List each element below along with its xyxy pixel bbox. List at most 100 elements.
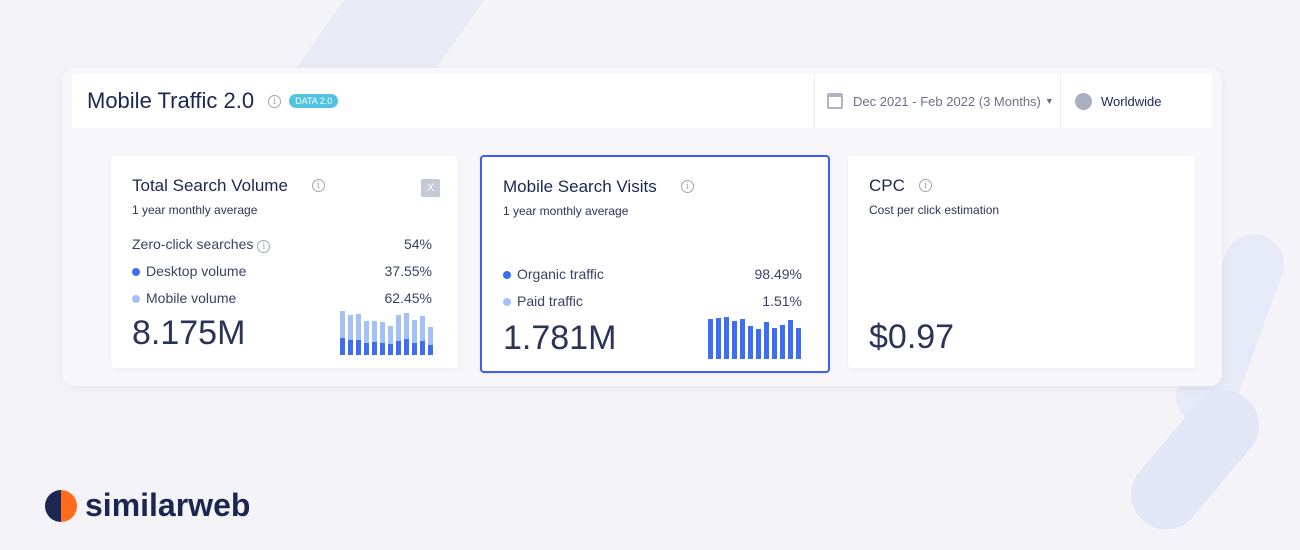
volume-bar: [356, 313, 361, 355]
card-total-search-volume[interactable]: Total Search Volume i X 1 year monthly a…: [111, 156, 458, 368]
card-subtitle: 1 year monthly average: [132, 203, 258, 217]
row-value: 1.51%: [762, 293, 802, 309]
volume-bar: [372, 321, 377, 355]
legend-dot: [503, 271, 511, 279]
legend-dot: [503, 298, 511, 306]
desktop-segment: [428, 345, 433, 355]
mobile-segment: [372, 321, 377, 343]
excel-export-icon[interactable]: X: [421, 179, 440, 197]
volume-bar: [364, 321, 369, 355]
visits-bar: [732, 321, 737, 359]
visits-bar-chart: [708, 315, 801, 359]
visits-bar: [796, 328, 801, 359]
volume-bar-chart: [340, 311, 433, 355]
row-value: 54%: [403, 236, 432, 252]
mobile-segment: [348, 315, 353, 341]
desktop-segment: [412, 342, 417, 355]
visits-bar: [764, 322, 769, 359]
visits-bar: [772, 327, 777, 359]
desktop-segment: [364, 342, 369, 355]
card-title: CPC: [869, 176, 905, 195]
visits-bar: [716, 318, 721, 359]
card-subtitle: 1 year monthly average: [503, 204, 629, 218]
mobile-segment: [420, 316, 425, 342]
visits-bar: [708, 319, 713, 359]
volume-bar: [396, 315, 401, 355]
country-label: Worldwide: [1101, 93, 1162, 109]
zero-click-row: Zero-click searches i 54%: [132, 236, 432, 253]
desktop-segment: [396, 340, 401, 355]
mobile-segment: [396, 315, 401, 341]
desktop-segment: [340, 338, 345, 355]
volume-bar: [404, 312, 409, 355]
row-value: 37.55%: [384, 263, 432, 279]
card-title: Total Search Volume: [132, 176, 288, 195]
desktop-segment: [372, 342, 377, 355]
mobile-segment: [356, 313, 361, 340]
mobile-segment: [404, 312, 409, 340]
row-label: Zero-click searches: [132, 236, 254, 252]
mobile-segment: [340, 311, 345, 339]
info-icon[interactable]: i: [312, 179, 325, 192]
desktop-segment: [404, 339, 409, 355]
visits-bar: [748, 325, 753, 359]
total-value: 8.175M: [132, 314, 246, 352]
volume-bar: [412, 320, 417, 355]
card-subtitle: Cost per click estimation: [869, 203, 1000, 217]
card-cpc[interactable]: CPC i Cost per click estimation $0.97: [848, 156, 1195, 368]
volume-bar: [388, 325, 393, 355]
calendar-icon: [827, 93, 843, 109]
visits-bar: [788, 320, 793, 359]
mobile-segment: [388, 325, 393, 344]
mobile-segment: [428, 327, 433, 346]
row-value: 98.49%: [754, 266, 802, 282]
visits-bar: [724, 317, 729, 359]
visits-bar: [756, 329, 761, 359]
similarweb-logo: similarweb: [45, 487, 250, 524]
chevron-down-icon: ▼: [1044, 96, 1054, 106]
date-range-label: Dec 2021 - Feb 2022 (3 Months): [853, 93, 1041, 109]
desktop-segment: [380, 342, 385, 355]
similarweb-logo-icon: [45, 489, 77, 522]
globe-icon: [1075, 92, 1092, 110]
volume-bar: [348, 315, 353, 355]
brand-name: similarweb: [85, 487, 251, 523]
total-value: 1.781M: [503, 319, 617, 357]
row-label: Desktop volume: [146, 263, 247, 279]
volume-bar: [420, 316, 425, 355]
date-range-picker[interactable]: Dec 2021 - Feb 2022 (3 Months) ▼: [814, 74, 1060, 128]
desktop-segment: [348, 340, 353, 355]
mobile-segment: [380, 322, 385, 343]
info-icon[interactable]: i: [681, 180, 694, 193]
info-icon[interactable]: i: [919, 179, 932, 192]
volume-bar: [428, 327, 433, 355]
page-title: Mobile Traffic 2.0: [87, 88, 255, 113]
visits-bar: [740, 319, 745, 359]
country-selector[interactable]: Worldwide: [1060, 74, 1212, 128]
legend-dot: [132, 268, 140, 276]
paid-row: Paid traffic 1.51%: [503, 293, 802, 309]
desktop-segment: [356, 339, 361, 355]
row-label: Mobile volume: [146, 290, 237, 306]
info-icon[interactable]: i: [268, 94, 282, 108]
row-label: Paid traffic: [517, 293, 583, 309]
row-label: Organic traffic: [517, 266, 604, 282]
volume-bar: [340, 311, 345, 355]
total-value: $0.97: [869, 318, 955, 356]
volume-bar: [380, 322, 385, 355]
mobile-row: Mobile volume 62.45%: [132, 290, 432, 306]
card-mobile-search-visits[interactable]: Mobile Search Visits i 1 year monthly av…: [480, 155, 830, 373]
visits-bar: [780, 325, 785, 359]
legend-dot: [132, 295, 140, 303]
info-icon[interactable]: i: [257, 240, 271, 253]
data-badge: DATA 2.0: [289, 94, 339, 108]
organic-row: Organic traffic 98.49%: [503, 266, 802, 282]
mobile-segment: [364, 321, 369, 343]
desktop-row: Desktop volume 37.55%: [132, 263, 432, 279]
widget-header: Mobile Traffic 2.0 i DATA 2.0 Dec 2021 -…: [72, 74, 1212, 128]
mobile-segment: [412, 320, 417, 343]
desktop-segment: [388, 344, 393, 355]
desktop-segment: [420, 341, 425, 355]
card-title: Mobile Search Visits: [503, 177, 657, 196]
row-value: 62.45%: [384, 290, 432, 306]
